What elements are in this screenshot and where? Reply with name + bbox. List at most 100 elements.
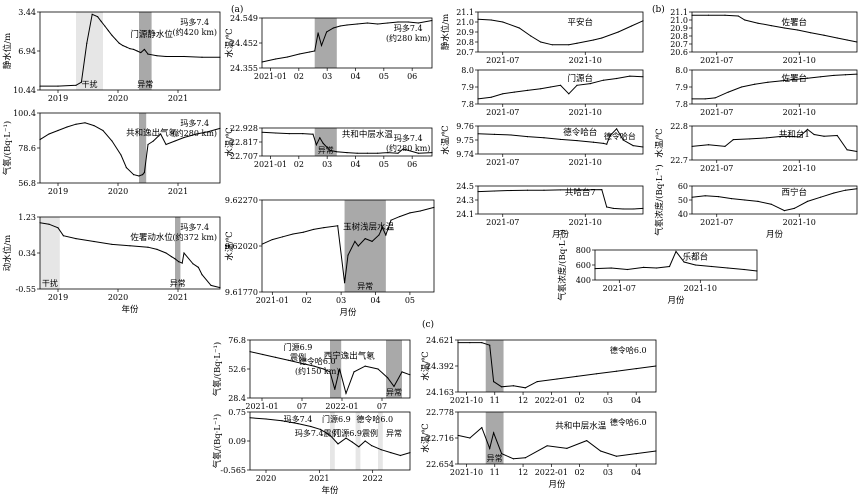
data-point-a1 [115, 38, 117, 40]
data-point-b7 [823, 135, 825, 137]
data-point-c3 [512, 385, 515, 387]
data-point-b2 [559, 84, 562, 86]
data-point-b5 [707, 14, 710, 16]
data-point-a4 [397, 21, 399, 23]
data-point-c3 [556, 378, 558, 380]
data-point-c4 [635, 453, 637, 455]
data-point-a1 [118, 42, 120, 44]
y-tick-label-b9: 600 [576, 261, 591, 270]
shaded-band-a3-1 [175, 217, 181, 289]
chart-title-b3: 德令哈台 [563, 127, 597, 138]
data-point-b8 [806, 200, 809, 202]
data-point-b6 [844, 74, 847, 76]
data-point-b3 [592, 141, 595, 143]
data-point-a4 [314, 50, 316, 52]
data-point-b7 [798, 136, 800, 138]
y-tick-label-a5: 22.707 [230, 152, 258, 161]
x-axis-label-a3: 年份 [121, 304, 139, 315]
data-point-a3 [129, 245, 131, 247]
data-point-b9 [694, 264, 697, 266]
data-point-a2 [125, 167, 127, 169]
data-point-a2 [111, 140, 113, 142]
data-point-c3 [457, 342, 459, 344]
chart-title-b4: 共哈台7 [565, 187, 596, 198]
data-point-a5 [377, 152, 379, 154]
x-tick-label-b5: 2021-10 [783, 56, 816, 65]
data-point-b3 [606, 143, 608, 145]
data-point-a2 [174, 140, 176, 142]
x-tick-label-c3: 04 [631, 396, 641, 405]
y-tick-label-c4: 22.716 [426, 434, 454, 443]
data-point-a1 [104, 25, 106, 27]
y-tick-label-a3: -0.55 [15, 285, 36, 294]
data-point-a4 [387, 22, 389, 24]
x-tick-label-c2: 2021 [309, 474, 329, 483]
data-point-a4 [366, 22, 368, 24]
annotation-a2: (约280 km) [173, 128, 218, 138]
data-point-c2 [297, 423, 299, 425]
data-point-a1 [136, 50, 138, 52]
data-point-a2 [120, 154, 122, 156]
data-point-b8 [691, 196, 693, 198]
data-point-b6 [727, 91, 729, 93]
chart-c2 [247, 411, 411, 473]
data-point-b7 [806, 128, 809, 130]
data-point-b1 [477, 18, 479, 20]
x-tick-label-a2: 2019 [48, 187, 68, 196]
data-point-b5 [691, 14, 693, 16]
data-point-b2 [550, 86, 552, 88]
y-axis-label-c3: 水温/℃ [420, 351, 431, 380]
chart-b1 [475, 11, 644, 55]
chart-title-b8: 西宁台 [782, 187, 808, 198]
x-tick-label-c1: 2021-01 [245, 402, 278, 411]
data-point-a6 [271, 238, 273, 241]
annotation-c1-1: (约150 km) [295, 366, 340, 376]
chart-title-b2: 门源台 [568, 73, 594, 84]
data-point-c3 [481, 342, 483, 344]
chart-title-b9: 乐都台 [683, 252, 709, 263]
y-tick-label-b5: 20.8 [670, 32, 688, 41]
chart-b9 [592, 249, 758, 283]
y-tick-label-b5: 21.0 [670, 16, 688, 25]
data-point-b8 [793, 207, 795, 209]
data-point-a3 [165, 252, 167, 254]
data-point-b7 [813, 133, 815, 136]
data-point-b5 [783, 27, 786, 29]
x-tick-label-a4: 03 [322, 72, 332, 81]
data-point-c1 [323, 368, 325, 370]
data-point-a3 [57, 227, 59, 229]
data-point-a3 [201, 274, 203, 276]
y-tick-label-c2: 0.75 [228, 408, 246, 417]
data-point-c2 [337, 443, 339, 445]
data-point-b9 [756, 270, 758, 272]
data-point-a2 [84, 122, 86, 124]
data-point-a1 [86, 42, 88, 44]
data-point-b6 [806, 77, 809, 79]
y-axis-label-b3: 水温/℃ [440, 125, 451, 154]
y-axis-label-b9: 气氡浓度/(Bq·L⁻¹) [557, 229, 568, 300]
x-axis-label-c4: 月份 [548, 479, 566, 490]
data-point-a2 [147, 143, 149, 146]
data-point-c3 [489, 344, 491, 346]
data-point-b3 [493, 133, 496, 135]
shaded-label-a5-0: 异常 [318, 146, 334, 155]
series-line-a5 [261, 131, 433, 154]
data-point-b7 [846, 149, 848, 151]
series-line-b1 [477, 18, 644, 46]
data-point-a2 [206, 131, 208, 133]
data-point-a5 [322, 142, 324, 144]
y-tick-label-c4: 22.654 [426, 460, 454, 469]
data-point-a4 [339, 25, 341, 27]
y-tick-label-a1: 10.44 [13, 86, 36, 95]
data-point-b3 [510, 134, 512, 136]
data-point-c4 [493, 432, 495, 434]
x-axis-label-c2: 年份 [321, 485, 339, 496]
shaded-band-a1-0 [76, 12, 103, 90]
y-tick-label-b7: 22.8 [670, 122, 688, 131]
x-tick-label-c4: 02 [575, 468, 585, 477]
data-point-a6 [433, 206, 435, 208]
y-axis-label-a1: 静水位/m [2, 33, 13, 69]
data-point-b7 [749, 138, 751, 140]
data-point-c2 [329, 434, 331, 436]
